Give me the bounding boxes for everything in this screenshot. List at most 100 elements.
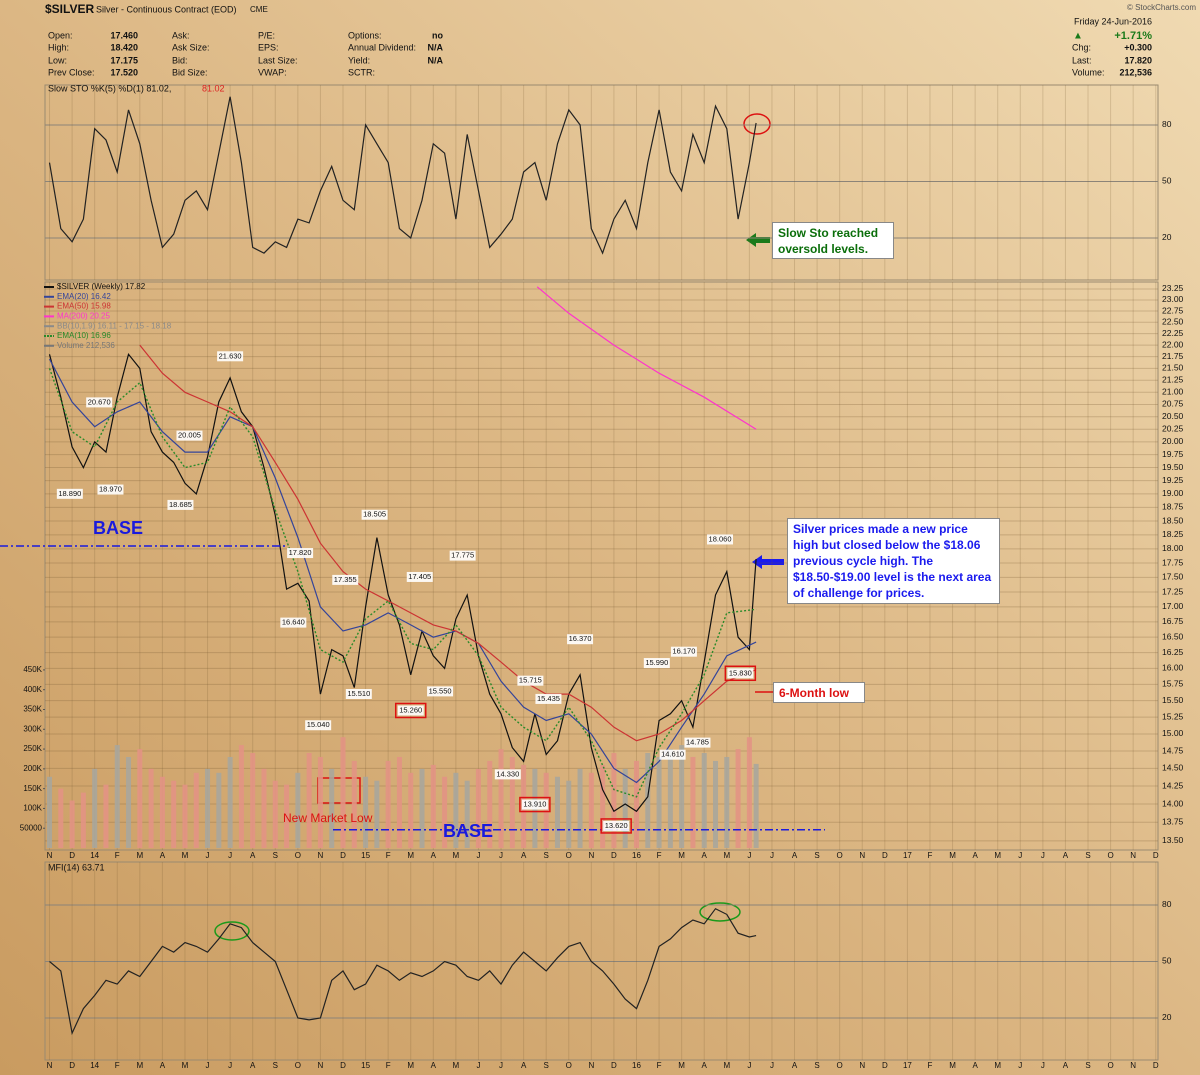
x-tick-label: M: [723, 1061, 730, 1070]
x-tick-label: S: [273, 851, 278, 860]
y-tick-label: 17.75: [1162, 557, 1184, 567]
x-tick-label: A: [1063, 851, 1069, 860]
y-tick-label: 18.75: [1162, 502, 1184, 512]
y-tick-label: 17.25: [1162, 586, 1184, 596]
y-tick-label: 21.00: [1162, 387, 1184, 397]
x-tick-label: N: [1130, 1061, 1136, 1070]
volume-bar: [622, 768, 628, 849]
label-bg: [167, 499, 194, 510]
label-bg: [707, 534, 734, 545]
legend-label: EMA(10) 16.96: [57, 331, 111, 340]
field-label: Annual Dividend:: [348, 42, 416, 52]
x-tick-label: M: [994, 1061, 1001, 1070]
label-bg: [643, 658, 670, 669]
field-value: 18.420: [110, 42, 138, 52]
series-line: [48, 368, 757, 798]
x-tick-label: N: [859, 1061, 865, 1070]
field-value: 17.820: [1124, 55, 1152, 65]
label-bg: [521, 799, 548, 810]
x-tick-label: M: [453, 851, 460, 860]
price-label: 15.550: [429, 686, 452, 695]
price-label: 15.830: [729, 668, 752, 677]
volume-bar: [351, 760, 357, 849]
x-tick-label: A: [792, 851, 798, 860]
y-tick-label: 50: [1162, 956, 1172, 966]
volume-bar: [148, 768, 154, 849]
volume-bar: [679, 745, 685, 849]
x-tick-label: F: [115, 1061, 120, 1070]
x-tick-label: S: [1085, 1061, 1090, 1070]
y2-tick-label: 100K: [23, 804, 42, 813]
price-label: 16.170: [672, 647, 695, 656]
legend-label: BB(10,1.9) 16.11 - 17.15 - 18.18: [57, 321, 172, 330]
volume-bar: [261, 768, 267, 849]
highlight-circle: [214, 921, 250, 941]
volume-bar: [430, 764, 436, 849]
field-label: Volume:: [1072, 67, 1105, 77]
x-tick-label: M: [407, 1061, 414, 1070]
y-tick-label: 20.75: [1162, 399, 1184, 409]
volume-bar: [250, 753, 256, 849]
x-tick-label: J: [770, 851, 774, 860]
volume-bar: [645, 753, 651, 849]
x-tick-label: J: [1041, 1061, 1045, 1070]
volume-bar: [554, 776, 560, 849]
volume-bar: [374, 780, 380, 849]
x-tick-label: A: [521, 851, 527, 860]
x-tick-label: A: [1063, 1061, 1069, 1070]
mfi-legend: MFI(14) 63.71: [48, 862, 105, 872]
x-tick-label: N: [1130, 851, 1136, 860]
y-tick-label: 13.50: [1162, 835, 1184, 845]
label-bg: [427, 686, 454, 697]
x-tick-label: D: [611, 1061, 617, 1070]
x-tick-label: N: [47, 1061, 53, 1070]
field-label: Last:: [1072, 55, 1092, 65]
x-tick-label: J: [747, 851, 751, 860]
y-tick-label: 13.75: [1162, 817, 1184, 827]
x-tick-label: F: [386, 851, 391, 860]
volume-bar: [735, 749, 741, 849]
x-tick-label: D: [882, 851, 888, 860]
x-tick-label: J: [499, 1061, 503, 1070]
price-label: 16.370: [569, 634, 592, 643]
x-tick-label: 16: [632, 851, 641, 860]
x-tick-label: A: [250, 1061, 256, 1070]
price-label: 15.040: [307, 720, 330, 729]
x-tick-label: D: [1153, 851, 1159, 860]
x-tick-label: J: [1018, 851, 1022, 860]
label-bg: [603, 820, 630, 831]
x-tick-label: D: [69, 851, 75, 860]
x-tick-label: 14: [90, 851, 99, 860]
volume-bar: [509, 756, 515, 849]
x-tick-label: 17: [903, 851, 912, 860]
volume-bar: [80, 792, 86, 849]
volume-bar: [408, 772, 414, 849]
volume-bar: [577, 768, 583, 849]
x-tick-label: J: [228, 1061, 232, 1070]
x-tick-label: A: [792, 1061, 798, 1070]
y-tick-label: 23.00: [1162, 294, 1184, 304]
legend-label: MA(200) 20.25: [57, 312, 110, 321]
x-tick-label: M: [136, 1061, 143, 1070]
series-line: [139, 344, 757, 742]
y-tick-label: 22.50: [1162, 317, 1184, 327]
label-bg: [670, 646, 697, 657]
volume-bar: [137, 749, 143, 849]
base-label: BASE: [93, 518, 144, 538]
arrow: [752, 555, 784, 569]
volume-bar: [385, 760, 391, 849]
volume-bar: [611, 753, 617, 849]
y-tick-label: 15.50: [1162, 695, 1184, 705]
x-tick-label: S: [544, 851, 549, 860]
volume-bar: [690, 756, 696, 849]
x-tick-label: A: [972, 851, 978, 860]
x-tick-label: M: [678, 1061, 685, 1070]
x-tick-label: A: [521, 1061, 527, 1070]
price-label: 15.990: [645, 658, 668, 667]
x-tick-label: D: [611, 851, 617, 860]
y-tick-label: 16.75: [1162, 616, 1184, 626]
y-tick-label: 18.25: [1162, 529, 1184, 539]
y-tick-label: 20.50: [1162, 411, 1184, 421]
y-tick-label: 19.00: [1162, 488, 1184, 498]
